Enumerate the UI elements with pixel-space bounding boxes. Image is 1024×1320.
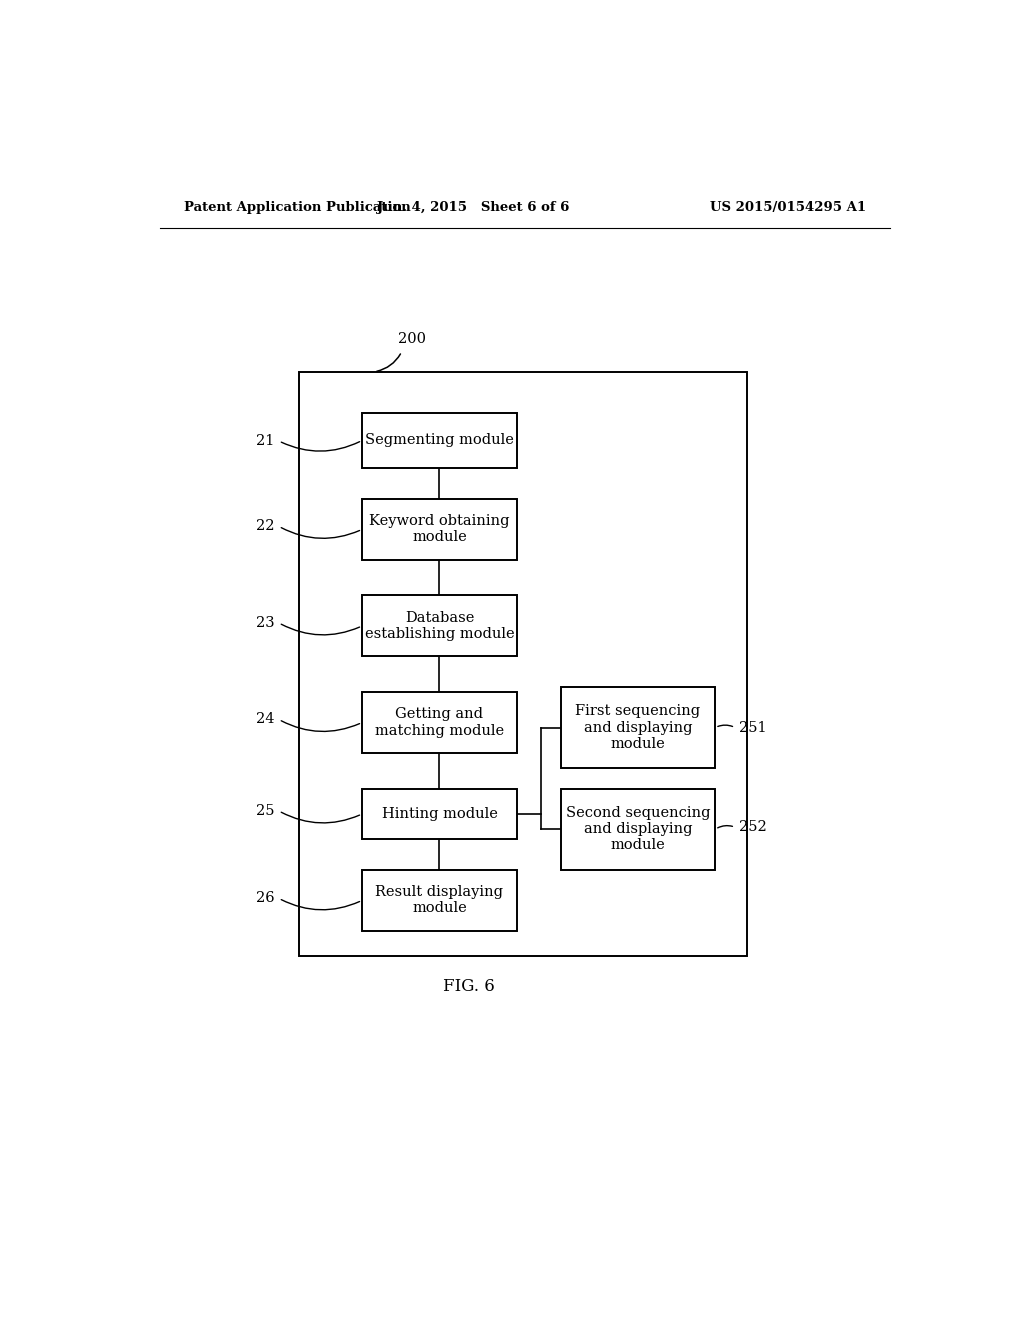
Text: Result displaying
module: Result displaying module [376, 886, 504, 916]
Text: 23: 23 [256, 616, 274, 630]
Text: 21: 21 [256, 434, 274, 447]
Text: Segmenting module: Segmenting module [365, 433, 514, 447]
Text: Second sequencing
and displaying
module: Second sequencing and displaying module [565, 807, 710, 853]
Bar [362, 692, 517, 752]
Text: 22: 22 [256, 519, 274, 533]
Bar [362, 595, 517, 656]
Text: Getting and
matching module: Getting and matching module [375, 708, 504, 738]
Text: 251: 251 [739, 721, 767, 735]
Text: First sequencing
and displaying
module: First sequencing and displaying module [575, 705, 700, 751]
Bar [362, 788, 517, 840]
Text: Hinting module: Hinting module [382, 807, 498, 821]
Text: 25: 25 [256, 804, 274, 818]
Text: 200: 200 [397, 333, 426, 346]
Bar [362, 412, 517, 469]
Bar [362, 499, 517, 560]
Text: Patent Application Publication: Patent Application Publication [183, 201, 411, 214]
Text: 26: 26 [256, 891, 274, 906]
Bar [299, 372, 748, 956]
Text: Keyword obtaining
module: Keyword obtaining module [370, 515, 510, 544]
Text: 24: 24 [256, 713, 274, 726]
Bar [362, 870, 517, 931]
Bar [560, 788, 715, 870]
Text: Database
establishing module: Database establishing module [365, 611, 514, 642]
Text: Jun. 4, 2015   Sheet 6 of 6: Jun. 4, 2015 Sheet 6 of 6 [377, 201, 569, 214]
Bar [560, 686, 715, 768]
Text: US 2015/0154295 A1: US 2015/0154295 A1 [710, 201, 866, 214]
Text: FIG. 6: FIG. 6 [443, 978, 496, 995]
Text: 252: 252 [739, 820, 767, 834]
